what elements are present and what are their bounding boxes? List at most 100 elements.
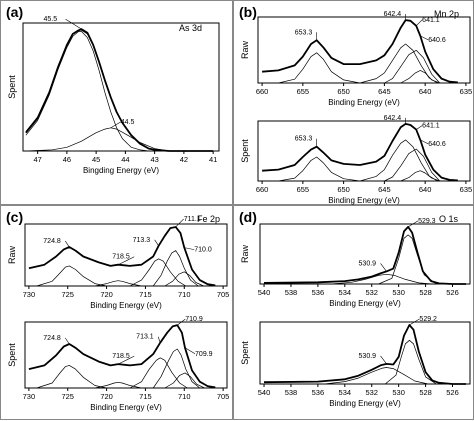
series-line — [278, 156, 360, 182]
panel-o-1s: 540 538 536 534 532 530 528 526 Binding Energy (… — [233, 205, 474, 420]
x-tick-label: 536 — [312, 388, 325, 397]
annotation-leader — [380, 263, 387, 272]
y-axis-label: Raw — [240, 245, 250, 264]
chart-o-1s: 540 538 536 534 532 530 528 526 Binding Energy (… — [240, 218, 471, 408]
chart-fe-2p: 730 725 720 715 710 705 Binding Energy (eV) Raw… — [7, 216, 230, 412]
x-axis-label: Binding Energy (eV) — [90, 301, 162, 310]
series-line — [164, 271, 204, 287]
x-tick-label: 635 — [460, 87, 473, 96]
annotation-leader — [157, 336, 161, 343]
x-tick-label: 730 — [23, 392, 36, 401]
series-line — [359, 139, 438, 182]
series-line — [384, 148, 441, 182]
peak-label: 530.9 — [359, 353, 377, 360]
chart-as-3d: 47 46 45 44 43 42 41 Bingding Energy (eV) Spent 4… — [7, 16, 220, 175]
panel-fe-2p: 730 725 720 715 710 705 Binding Energy (eV) Raw… — [0, 205, 233, 420]
panel-as-3d: 47 46 45 44 43 42 41 Bingding Energy (eV) Spent 4… — [0, 0, 233, 205]
x-tick-label: 645 — [378, 87, 391, 96]
panel-label: (d) — [239, 209, 257, 225]
x-tick-label: 640 — [419, 185, 432, 194]
plot-frame — [24, 321, 228, 389]
peak-label: 710.9 — [185, 316, 203, 323]
series-line — [129, 357, 188, 389]
annotation-leader — [380, 355, 387, 365]
plot-frame — [257, 16, 471, 84]
x-tick-label: 526 — [446, 388, 459, 397]
peak-label: 642.4 — [384, 115, 402, 122]
x-tick-label: 720 — [100, 290, 113, 299]
chart-mn-2p: 660 655 650 645 640 635 Binding Energy (eV) Raw… — [240, 11, 473, 205]
peak-label: 529.2 — [419, 316, 437, 323]
x-tick-label: 640 — [419, 87, 432, 96]
series-line — [36, 265, 107, 287]
x-tick-label: 45 — [92, 155, 100, 164]
annotation-leader — [118, 355, 135, 365]
x-tick-label: 528 — [419, 388, 432, 397]
series-line — [25, 29, 214, 152]
annotation-leader — [154, 239, 159, 247]
x-axis-label: Binding Energy (eV) — [328, 196, 400, 205]
annotation-leader — [416, 125, 423, 130]
annotation-leader — [420, 139, 429, 145]
series-line — [28, 226, 216, 287]
series-line — [400, 70, 440, 84]
x-tick-label: 534 — [339, 388, 352, 397]
x-tick-label: 715 — [139, 290, 152, 299]
panel-title: Mn 2p — [434, 9, 460, 19]
x-tick-label: 725 — [61, 290, 74, 299]
x-tick-label: 650 — [337, 185, 350, 194]
series-line — [378, 234, 437, 285]
series-line — [94, 280, 142, 287]
panel-label: (b) — [239, 4, 257, 20]
peak-label: 529.3 — [418, 218, 436, 225]
plot-frame — [22, 22, 220, 152]
annotation-leader — [184, 347, 196, 355]
plot-frame — [24, 223, 228, 287]
x-axis-label: Binding Energy (eV) — [329, 399, 401, 408]
x-tick-label: 650 — [337, 87, 350, 96]
series-line — [400, 170, 440, 182]
x-tick-label: 47 — [33, 155, 41, 164]
x-tick-label: 530 — [392, 288, 405, 297]
annotation-leader — [415, 19, 423, 27]
plot-frame — [259, 321, 471, 385]
annotation-leader — [184, 247, 195, 250]
x-tick-label: 44 — [121, 155, 129, 164]
peak-label: 653.3 — [295, 29, 313, 36]
annotation-leader — [65, 18, 82, 30]
y-axis-label: Spent — [240, 139, 250, 163]
series-line — [94, 381, 142, 389]
x-axis-label: Binding Energy (eV) — [329, 299, 401, 308]
x-tick-label: 725 — [61, 392, 74, 401]
x-tick-label: 534 — [339, 288, 352, 297]
x-tick-label: 705 — [217, 290, 230, 299]
peak-label: 713.1 — [136, 334, 154, 341]
x-tick-label: 540 — [258, 288, 271, 297]
series-line — [129, 258, 186, 287]
y-axis-label: Spent — [240, 341, 250, 365]
series-line — [25, 31, 155, 152]
peak-label: 45.5 — [44, 16, 58, 23]
annotation-leader — [409, 318, 420, 326]
peak-label: 711.1 — [184, 216, 201, 223]
peak-label: 718.5 — [112, 254, 130, 261]
peak-label: 640.6 — [428, 37, 446, 44]
y-axis-label: Raw — [240, 41, 250, 60]
series-line — [25, 127, 184, 152]
series-line — [324, 367, 429, 385]
x-tick-label: 655 — [297, 185, 310, 194]
x-tick-label: 710 — [178, 392, 191, 401]
x-tick-label: 43 — [150, 155, 158, 164]
x-axis-label: Binding Energy (eV) — [328, 98, 400, 107]
x-tick-label: 660 — [256, 185, 269, 194]
series-line — [384, 339, 437, 385]
series-line — [28, 324, 216, 389]
x-tick-label: 710 — [178, 290, 191, 299]
panel-mn-2p: 660 655 650 645 640 635 Binding Energy (eV) Raw… — [233, 0, 474, 205]
peak-label: 641.1 — [422, 17, 440, 24]
peak-label: 640.6 — [428, 141, 446, 148]
annotation-leader — [175, 218, 184, 228]
series-line — [331, 273, 433, 285]
annotation-leader — [65, 240, 70, 248]
x-tick-label: 42 — [180, 155, 188, 164]
